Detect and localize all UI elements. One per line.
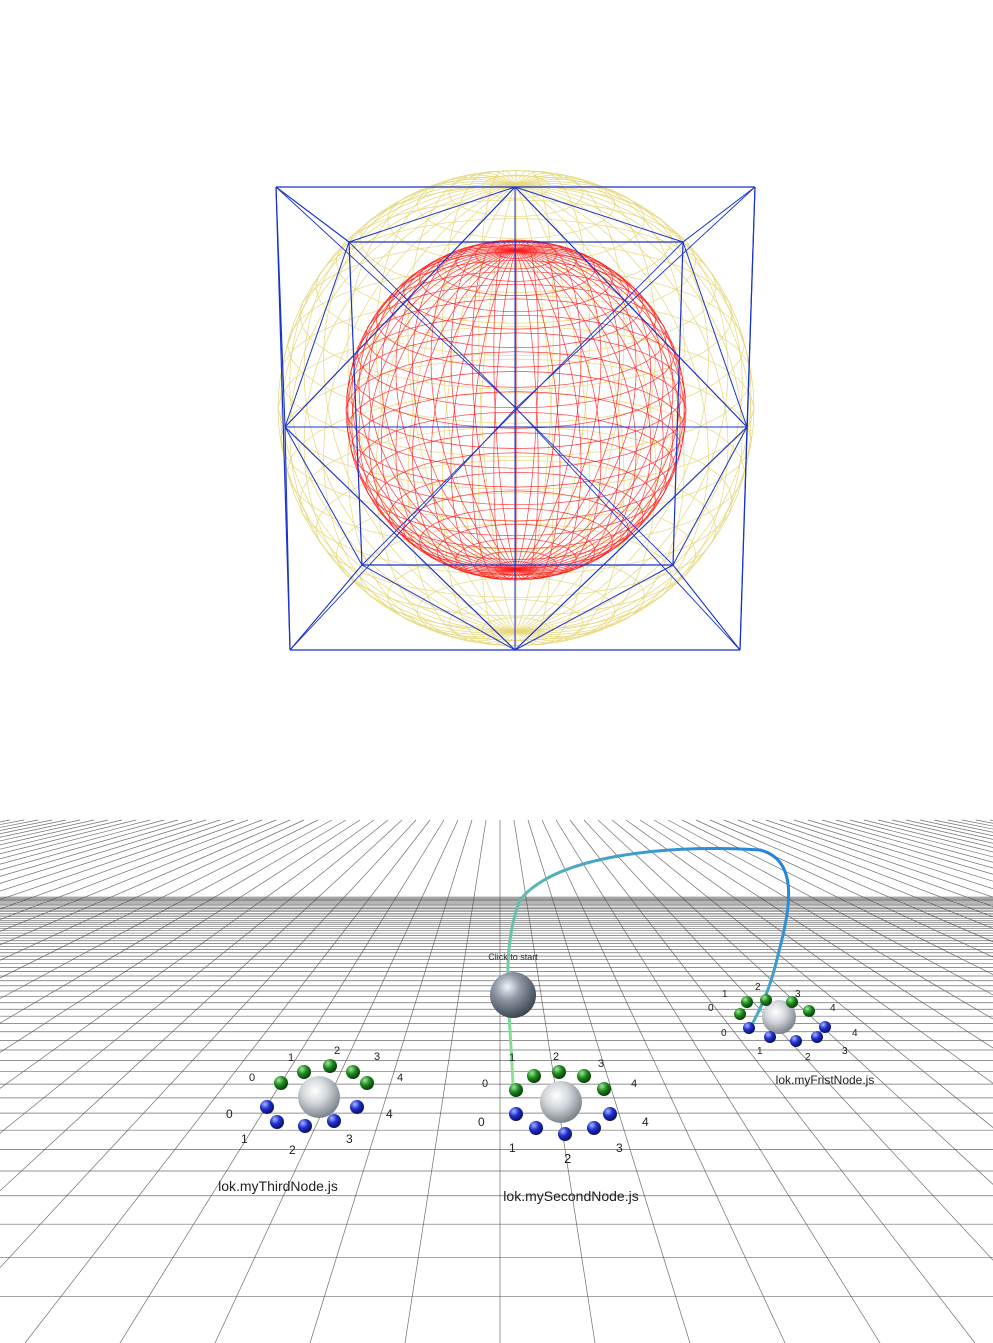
output-port[interactable] — [587, 1121, 601, 1135]
port-label: 4 — [642, 1115, 649, 1129]
output-port[interactable] — [260, 1100, 274, 1114]
node-second-output-ports — [509, 1107, 617, 1141]
port-label: 1 — [241, 1132, 248, 1146]
port-label: 4 — [386, 1107, 393, 1121]
input-port[interactable] — [552, 1065, 566, 1079]
port-label: 0 — [478, 1115, 485, 1129]
port-label: 0 — [708, 1003, 714, 1014]
port-label: 1 — [722, 989, 728, 1000]
output-port[interactable] — [529, 1121, 543, 1135]
node-third-output-ports — [260, 1100, 364, 1133]
port-label: 2 — [289, 1143, 296, 1157]
input-port[interactable] — [527, 1069, 541, 1083]
node-first-input-ports — [734, 994, 815, 1020]
wireframe-canvas[interactable] — [0, 0, 993, 760]
node-second-input-ports — [509, 1065, 611, 1097]
input-port[interactable] — [597, 1082, 611, 1096]
node-first[interactable]: 0 1 2 3 4 0 1 2 3 4 lok.myFristNode.js — [708, 982, 874, 1087]
port-label: 3 — [842, 1046, 848, 1057]
node-second-label: lok.mySecondNode.js — [503, 1188, 638, 1204]
start-label: Click to start — [488, 952, 538, 962]
port-label: 3 — [346, 1132, 353, 1146]
node-second-core-sphere[interactable] — [540, 1081, 582, 1123]
node-third-core-sphere[interactable] — [298, 1076, 340, 1118]
input-port[interactable] — [741, 996, 753, 1008]
output-port[interactable] — [764, 1031, 776, 1043]
output-port[interactable] — [509, 1107, 523, 1121]
start-sphere[interactable] — [490, 972, 536, 1018]
input-port[interactable] — [509, 1083, 523, 1097]
input-port[interactable] — [786, 996, 798, 1008]
output-port[interactable] — [743, 1022, 755, 1034]
output-port[interactable] — [603, 1107, 617, 1121]
input-port[interactable] — [274, 1076, 288, 1090]
connection-curve[interactable] — [506, 846, 790, 1086]
node-first-output-ports — [743, 1021, 831, 1047]
output-port[interactable] — [811, 1031, 823, 1043]
node-third[interactable]: 0 1 2 3 4 0 1 2 3 4 lok.myThirdNode.js — [218, 1045, 403, 1194]
port-label: 0 — [249, 1072, 255, 1084]
input-port[interactable] — [360, 1076, 374, 1090]
node-first-core-sphere[interactable] — [762, 1000, 796, 1034]
node-third-port-labels: 0 1 2 3 4 0 1 2 3 4 — [226, 1045, 403, 1157]
output-port[interactable] — [270, 1115, 284, 1129]
port-label: 2 — [755, 982, 761, 993]
port-label: 0 — [226, 1107, 233, 1121]
port-label: 3 — [616, 1141, 623, 1155]
port-label: 0 — [482, 1078, 488, 1090]
input-port[interactable] — [577, 1069, 591, 1083]
port-label: 3 — [795, 989, 801, 1000]
input-port[interactable] — [803, 1005, 815, 1017]
input-port[interactable] — [346, 1065, 360, 1079]
node-scene-canvas[interactable]: Click to start 0 1 2 — [0, 760, 993, 1343]
port-label: 4 — [852, 1028, 858, 1039]
port-label: 0 — [721, 1028, 727, 1039]
node-first-port-labels: 0 1 2 3 4 0 1 2 3 4 — [708, 982, 858, 1063]
floor-grid — [0, 819, 993, 1343]
port-label: 4 — [397, 1072, 403, 1084]
start-button[interactable]: Click to start — [488, 952, 538, 1018]
output-port[interactable] — [819, 1021, 831, 1033]
output-port[interactable] — [350, 1100, 364, 1114]
node-third-label: lok.myThirdNode.js — [218, 1178, 338, 1194]
port-label: 3 — [374, 1051, 380, 1063]
output-port[interactable] — [298, 1119, 312, 1133]
port-label: 1 — [509, 1141, 516, 1155]
input-port[interactable] — [323, 1059, 337, 1073]
node-second[interactable]: 0 1 2 3 4 0 1 2 3 4 lok.mySecondNode.js — [478, 1051, 649, 1204]
port-label: 4 — [830, 1003, 836, 1014]
wireframe-cube — [275, 186, 756, 651]
input-port[interactable] — [297, 1065, 311, 1079]
node-third-input-ports — [274, 1059, 374, 1090]
port-label: 2 — [564, 1151, 571, 1166]
port-label: 3 — [598, 1058, 604, 1070]
port-label: 4 — [631, 1078, 637, 1090]
port-label: 1 — [509, 1052, 515, 1064]
node-scene[interactable]: Click to start 0 1 2 — [0, 760, 993, 1343]
node-first-label: lok.myFristNode.js — [776, 1073, 875, 1087]
output-port[interactable] — [558, 1127, 572, 1141]
node-second-port-labels: 0 1 2 3 4 0 1 2 3 4 — [478, 1051, 649, 1166]
input-port[interactable] — [760, 994, 772, 1006]
port-label: 1 — [288, 1052, 294, 1064]
input-port[interactable] — [734, 1008, 746, 1020]
output-port[interactable] — [790, 1035, 802, 1047]
output-port[interactable] — [327, 1114, 341, 1128]
wireframe-viewport[interactable] — [0, 0, 993, 760]
port-label: 2 — [334, 1045, 340, 1057]
port-label: 1 — [757, 1046, 763, 1057]
port-label: 2 — [553, 1051, 559, 1063]
port-label: 2 — [805, 1052, 811, 1063]
